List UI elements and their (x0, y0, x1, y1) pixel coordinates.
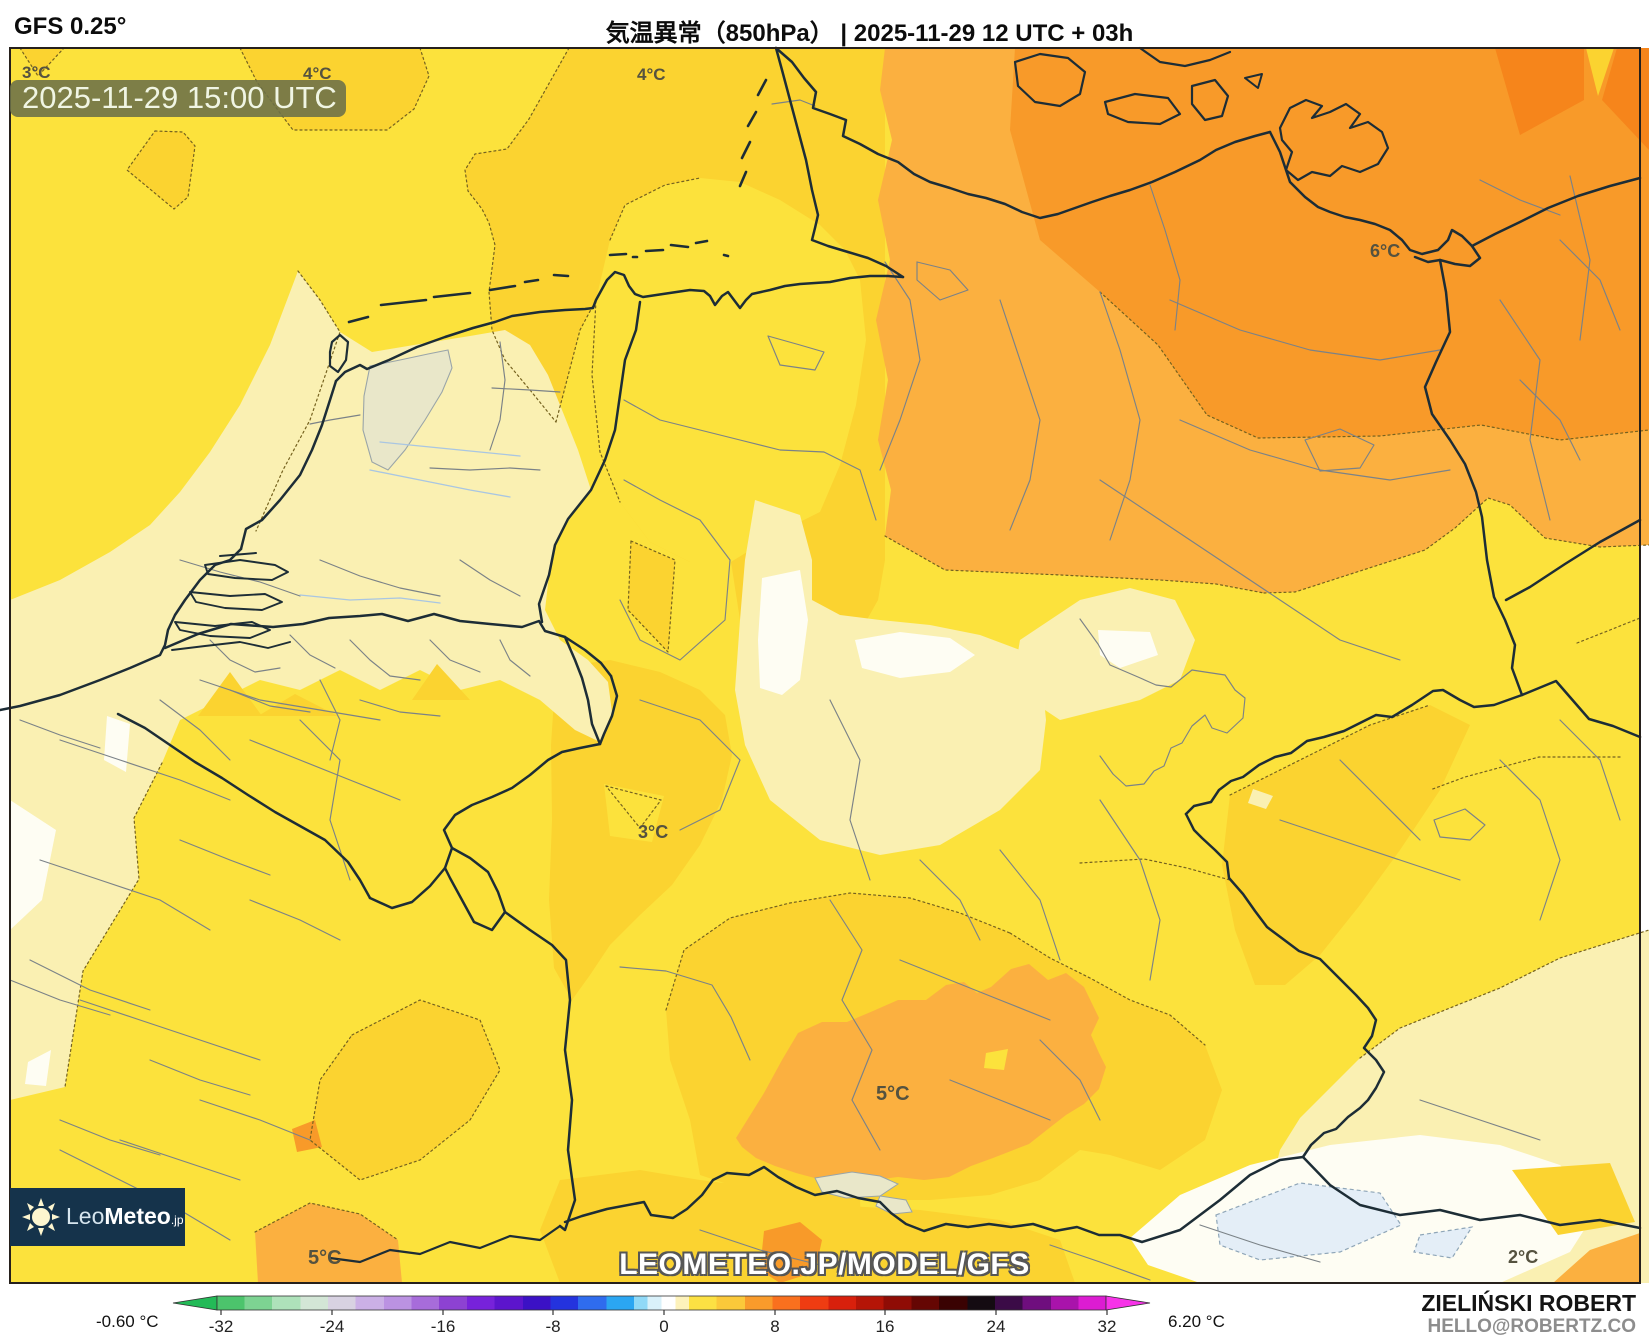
svg-text:32: 32 (1098, 1317, 1117, 1336)
svg-text:4°C: 4°C (637, 65, 666, 84)
svg-text:6°C: 6°C (1370, 241, 1400, 261)
svg-text:-32: -32 (209, 1317, 234, 1336)
svg-text:5°C: 5°C (308, 1247, 342, 1269)
svg-text:3°C: 3°C (638, 822, 668, 842)
svg-text:5°C: 5°C (876, 1083, 910, 1105)
svg-text:16: 16 (876, 1317, 895, 1336)
svg-text:4°C: 4°C (303, 64, 332, 83)
svg-text:-16: -16 (431, 1317, 456, 1336)
svg-text:-8: -8 (545, 1317, 560, 1336)
svg-text:8: 8 (770, 1317, 779, 1336)
svg-text:0: 0 (659, 1317, 668, 1336)
svg-text:3°C: 3°C (22, 63, 51, 82)
svg-text:24: 24 (987, 1317, 1006, 1336)
svg-text:2°C: 2°C (1508, 1247, 1538, 1267)
svg-text:-24: -24 (320, 1317, 345, 1336)
